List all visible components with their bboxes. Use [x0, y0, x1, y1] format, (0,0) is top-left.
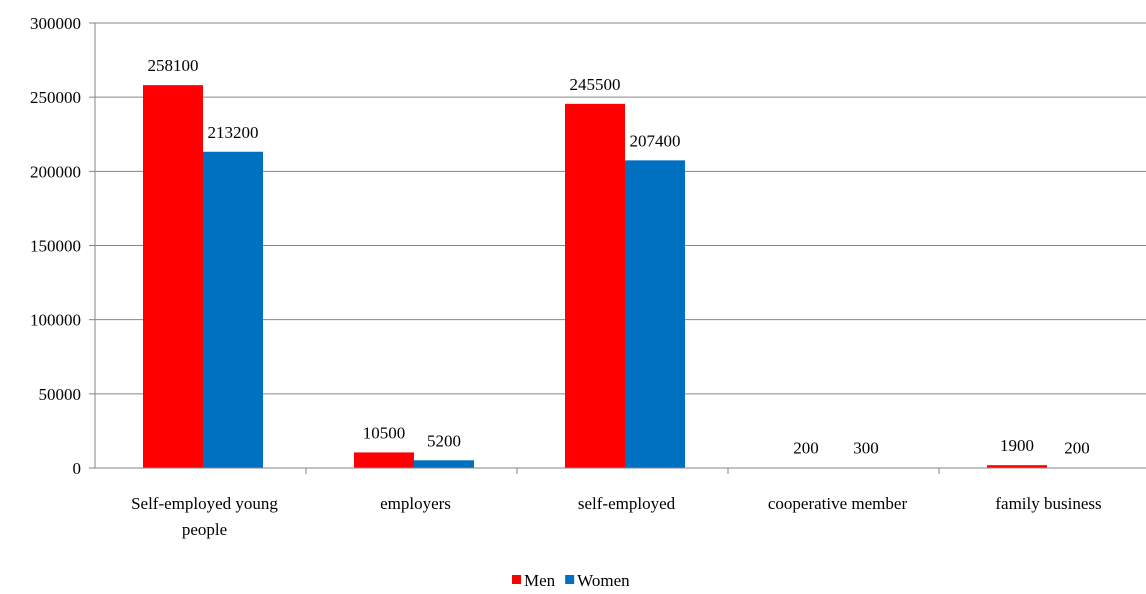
category-label: people [182, 520, 227, 539]
y-tick-label: 200000 [30, 162, 81, 181]
legend: Men Women [512, 571, 630, 590]
data-label: 300 [853, 439, 879, 458]
category-label: self-employed [578, 494, 676, 513]
bar-women [625, 160, 685, 468]
data-label: 1900 [1000, 436, 1034, 455]
legend-label-men: Men [524, 571, 556, 590]
legend-swatch-men [512, 575, 521, 584]
bar-women [414, 460, 474, 468]
bar-men [565, 103, 625, 468]
data-label: 10500 [363, 423, 406, 442]
y-tick-label: 300000 [30, 14, 81, 33]
bar-women [203, 151, 263, 468]
category-label: cooperative member [768, 494, 908, 513]
y-tick-label: 150000 [30, 237, 81, 256]
data-label: 200 [793, 439, 819, 458]
legend-swatch-women [565, 575, 575, 584]
category-label: employers [380, 494, 451, 513]
bar-men [987, 465, 1047, 468]
bar-men [354, 452, 414, 468]
x-axis: Self-employed young people employers self-e… [95, 467, 1146, 539]
data-label: 5200 [427, 431, 461, 450]
data-label: 245500 [570, 75, 621, 94]
y-axis: 0 50000 100000 150000 200000 250000 300000 [30, 14, 96, 478]
bars [143, 85, 1107, 468]
bar-men [143, 85, 203, 468]
data-label: 207400 [630, 131, 681, 150]
y-tick-label: 250000 [30, 88, 81, 107]
y-tick-label: 0 [73, 459, 82, 478]
y-tick-label: 100000 [30, 311, 81, 330]
category-label: Self-employed young [131, 494, 278, 513]
data-label: 213200 [208, 123, 259, 142]
legend-label-women: Women [577, 571, 630, 590]
data-label: 200 [1064, 439, 1090, 458]
data-labels: 258100 213200 10500 5200 245500 207400 200 300 1… [148, 56, 1090, 458]
data-label: 258100 [148, 56, 199, 75]
category-label: family business [995, 494, 1101, 513]
y-tick-label: 50000 [39, 385, 82, 404]
